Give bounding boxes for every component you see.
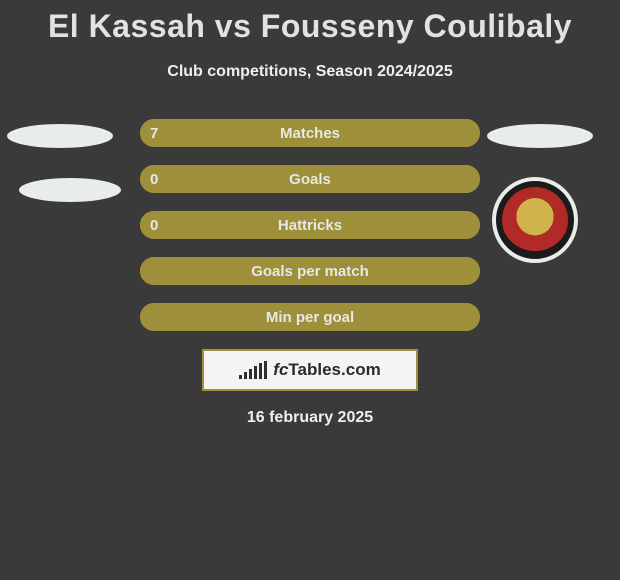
comparison-chart: Matches7 Goals0 Hattricks0 Goals per match M… <box>0 119 620 427</box>
bar-fill <box>140 165 480 193</box>
logo-bar-icon <box>249 369 252 379</box>
player1-avatar-placeholder <box>7 124 113 148</box>
date-text: 16 february 2025 <box>0 409 620 427</box>
player1-avatar-placeholder <box>19 178 121 202</box>
player2-avatar-placeholder <box>487 124 593 148</box>
logo-bar-icon <box>264 361 267 379</box>
bar-fill <box>140 211 480 239</box>
bar-value-left: 0 <box>150 165 158 193</box>
stat-row: Goals0 <box>140 165 480 193</box>
stat-row: Goals per match <box>140 257 480 285</box>
logo-text-fc: fc <box>273 360 288 379</box>
bar-fill <box>140 303 480 331</box>
club-badge-art <box>502 187 568 253</box>
club-badge <box>492 177 578 263</box>
logo-bar-icon <box>239 375 242 379</box>
stat-row: Hattricks0 <box>140 211 480 239</box>
fctables-logo: fcTables.com <box>202 349 418 391</box>
logo-bars-icon <box>239 361 267 379</box>
bar-fill <box>140 257 480 285</box>
subtitle: Club competitions, Season 2024/2025 <box>0 63 620 81</box>
logo-text: fcTables.com <box>273 360 380 380</box>
stat-rows: Matches7 Goals0 Hattricks0 Goals per match M… <box>140 119 480 331</box>
page-title: El Kassah vs Fousseny Coulibaly <box>0 0 620 45</box>
stat-row: Matches7 <box>140 119 480 147</box>
bar-value-left: 0 <box>150 211 158 239</box>
logo-bar-icon <box>254 366 257 379</box>
bar-value-left: 7 <box>150 119 158 147</box>
logo-bar-icon <box>244 372 247 379</box>
bar-fill <box>140 119 480 147</box>
logo-bar-icon <box>259 363 262 379</box>
logo-text-rest: Tables.com <box>288 360 380 379</box>
stat-row: Min per goal <box>140 303 480 331</box>
